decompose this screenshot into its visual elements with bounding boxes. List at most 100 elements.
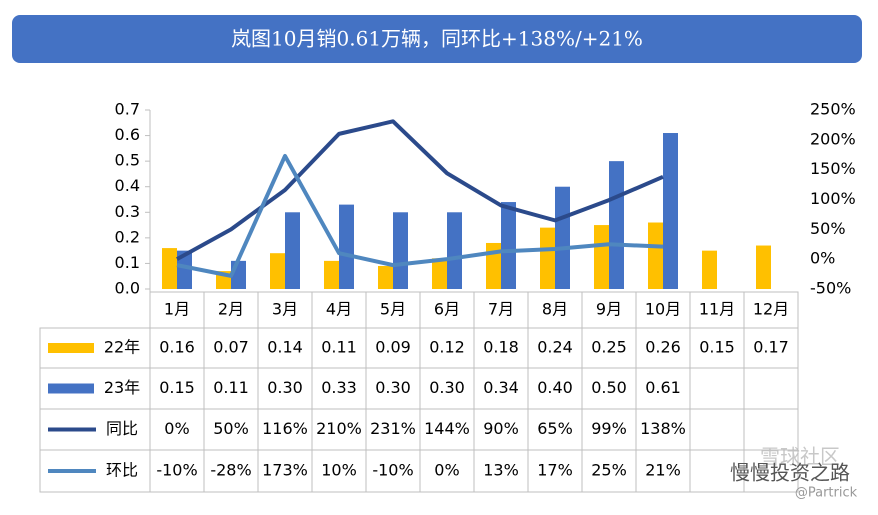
y2-tick-label: 250% — [810, 100, 856, 119]
table-cell — [743, 367, 799, 410]
table-value: 0.17 — [753, 338, 789, 357]
table-value: 17% — [537, 461, 573, 480]
x-tick-label: 11月 — [699, 300, 735, 319]
table-value: 0% — [434, 461, 459, 480]
bar — [594, 225, 609, 289]
table-cell — [689, 408, 745, 451]
table-value: 90% — [483, 419, 519, 438]
x-tick-label: 3月 — [272, 300, 298, 319]
y-tick-label: 0.3 — [115, 202, 140, 221]
x-tick-label: 10月 — [645, 300, 681, 319]
x-tick-label: 6月 — [434, 300, 460, 319]
table-value: 0.24 — [537, 338, 573, 357]
bar — [393, 212, 408, 289]
x-tick-label: 5月 — [380, 300, 406, 319]
x-tick-label: 9月 — [596, 300, 622, 319]
line-series — [176, 153, 664, 278]
x-tick-label: 4月 — [326, 300, 352, 319]
table-value: 0.16 — [159, 338, 195, 357]
y-tick-label: 0.6 — [115, 125, 140, 144]
table-value: 25% — [591, 461, 627, 480]
table-value: 116% — [262, 419, 308, 438]
table-value: 144% — [424, 419, 470, 438]
table-value: 0.15 — [699, 338, 735, 357]
y-tick-label: 0.7 — [115, 100, 140, 119]
y2-tick-label: 200% — [810, 129, 856, 148]
table-value: 138% — [640, 419, 686, 438]
table-value: 0.25 — [591, 338, 627, 357]
table-value: 231% — [370, 419, 416, 438]
bar — [378, 265, 393, 289]
table-value: 210% — [316, 419, 362, 438]
y2-tick-label: 150% — [810, 159, 856, 178]
bar — [162, 248, 177, 289]
bar — [432, 258, 447, 289]
bar — [609, 161, 624, 289]
table-value: 0.07 — [213, 338, 249, 357]
table-value: 0.11 — [213, 378, 249, 397]
y2-tick-label: -50% — [810, 279, 851, 298]
legend-label: 23年 — [104, 378, 140, 397]
bar — [663, 133, 678, 289]
x-tick-label: 2月 — [218, 300, 244, 319]
watermark: 雪球社区 — [760, 445, 840, 469]
table-value: 0.50 — [591, 378, 627, 397]
bar — [339, 204, 354, 289]
table-cell — [743, 449, 799, 493]
legend-swatch — [48, 343, 94, 353]
legend-label: 22年 — [104, 338, 140, 357]
chart-title: 岚图10月销0.61万辆，同环比+138%/+21% — [231, 27, 643, 51]
x-tick-label: 7月 — [488, 300, 514, 319]
table-value: 0.15 — [159, 378, 195, 397]
y-tick-label: 0.4 — [115, 176, 140, 195]
table-value: -10% — [372, 461, 413, 480]
table-value: 0.11 — [321, 338, 357, 357]
table-value: 0.30 — [429, 378, 465, 397]
table-value: 13% — [483, 461, 519, 480]
y-tick-label: 0.5 — [115, 151, 140, 170]
bar — [756, 245, 771, 289]
table-value: 0.09 — [375, 338, 411, 357]
table-value: 0.61 — [645, 378, 681, 397]
y2-tick-label: 0% — [810, 249, 835, 268]
table-value: 0.40 — [537, 378, 573, 397]
y-tick-label: 0.2 — [115, 227, 140, 246]
y-tick-label: 0.0 — [115, 279, 140, 298]
bar — [702, 250, 717, 289]
bar — [324, 260, 339, 289]
table-value: 0.14 — [267, 338, 303, 357]
table-value: -10% — [156, 461, 197, 480]
table-value: 173% — [262, 461, 308, 480]
table-value: 65% — [537, 419, 573, 438]
line-series — [176, 119, 664, 261]
x-tick-label: 8月 — [542, 300, 568, 319]
table-value: 99% — [591, 419, 627, 438]
bar — [540, 227, 555, 289]
table-cell — [689, 367, 745, 410]
legend-label: 环比 — [106, 461, 138, 480]
bar — [648, 222, 663, 289]
table-value: 0.18 — [483, 338, 519, 357]
bar — [270, 253, 285, 289]
table-value: 0.30 — [375, 378, 411, 397]
y-tick-label: 0.1 — [115, 253, 140, 272]
table-value: -28% — [210, 461, 251, 480]
x-tick-label: 1月 — [164, 300, 190, 319]
y2-tick-label: 100% — [810, 189, 856, 208]
table-value: 0% — [164, 419, 189, 438]
bar — [447, 212, 462, 289]
watermark: 慢慢投资之路 — [730, 461, 850, 485]
bar — [177, 250, 192, 289]
title-banner — [12, 15, 862, 63]
table-value: 0.30 — [267, 378, 303, 397]
table-value: 0.33 — [321, 378, 357, 397]
bar — [501, 202, 516, 289]
table-value: 0.12 — [429, 338, 465, 357]
legend-swatch — [48, 383, 94, 394]
bar — [555, 186, 570, 289]
watermark: @Partrick — [795, 486, 858, 501]
x-tick-label: 12月 — [753, 300, 789, 319]
table-value: 0.34 — [483, 378, 519, 397]
y2-tick-label: 50% — [810, 219, 846, 238]
